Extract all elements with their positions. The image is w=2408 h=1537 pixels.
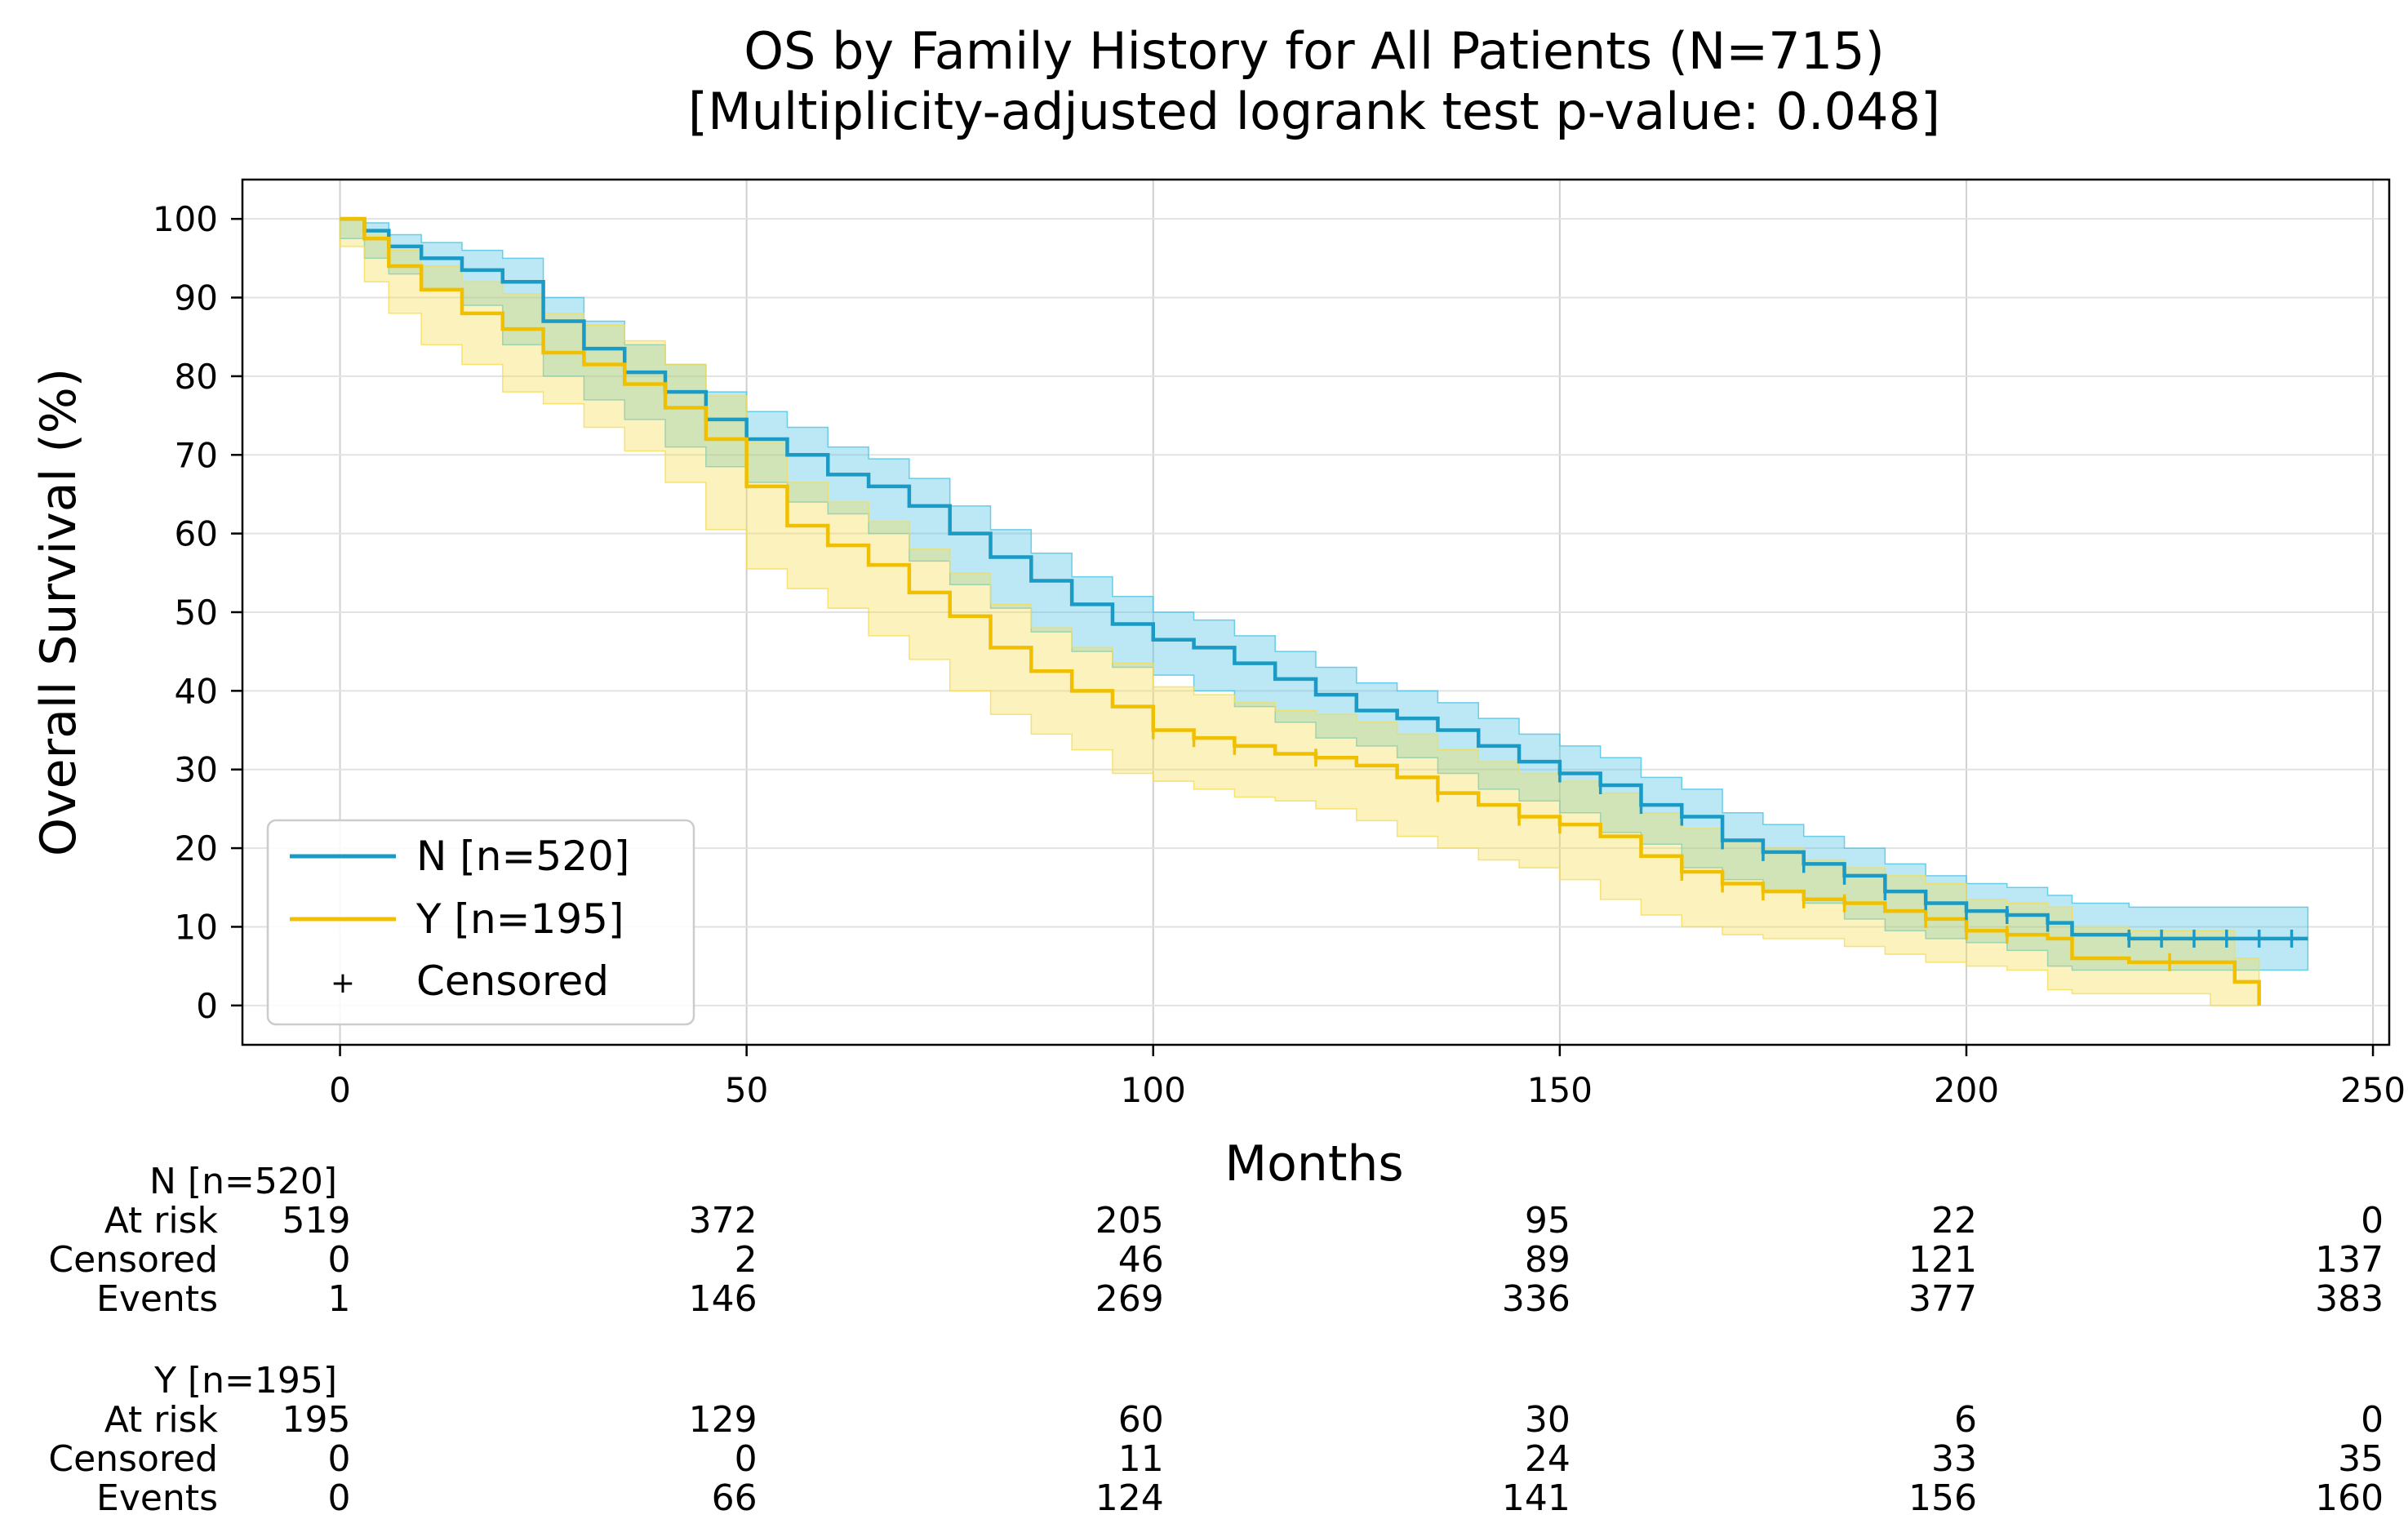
legend-label-n: N [n=520] — [416, 833, 629, 880]
risk-cell: 35 — [2338, 1438, 2384, 1480]
x-tick-label: 100 — [1121, 1070, 1186, 1110]
x-axis-ticks: 0 50 100 150 200 250 — [329, 1045, 2406, 1110]
grid-lines — [242, 180, 2389, 1045]
risk-cell: 121 — [1908, 1239, 1977, 1281]
risk-row-name: Events — [96, 1278, 218, 1320]
risk-cell: 11 — [1118, 1438, 1164, 1480]
x-tick-label: 50 — [725, 1070, 768, 1110]
y-tick-label: 100 — [153, 199, 218, 239]
x-tick-label: 0 — [329, 1070, 351, 1110]
risk-cell: 1 — [328, 1278, 351, 1320]
survival-curve-n — [340, 216, 2308, 941]
risk-cell: 156 — [1908, 1477, 1977, 1519]
risk-cell: 383 — [2315, 1278, 2384, 1320]
ci-band-y — [339, 218, 2260, 1006]
risk-cell: 0 — [2361, 1200, 2384, 1242]
risk-row-name: Censored — [48, 1239, 218, 1281]
risk-cell: 519 — [282, 1200, 351, 1242]
risk-cell: 124 — [1095, 1477, 1164, 1519]
risk-cell: 2 — [735, 1239, 757, 1281]
y-tick-label: 50 — [175, 593, 218, 633]
legend-label-censored: Censored — [416, 957, 609, 1005]
risk-cell: 22 — [1931, 1200, 1977, 1242]
risk-cell: 33 — [1931, 1438, 1977, 1480]
y-tick-label: 90 — [175, 278, 218, 318]
risk-group-label: Y [n=195] — [153, 1360, 337, 1402]
risk-cell: 372 — [689, 1200, 757, 1242]
risk-cell: 269 — [1095, 1278, 1164, 1320]
risk-cell: 6 — [1954, 1399, 1977, 1441]
chart-title: OS by Family History for All Patients (N… — [744, 21, 1885, 81]
x-tick-label: 150 — [1527, 1070, 1593, 1110]
y-tick-label: 80 — [175, 357, 218, 397]
y-tick-label: 20 — [175, 828, 218, 868]
risk-cell: 24 — [1525, 1438, 1571, 1480]
risk-cell: 0 — [328, 1438, 351, 1480]
risk-cell: 195 — [282, 1399, 351, 1441]
confidence-bands — [339, 218, 2309, 1006]
legend-censor-symbol: + — [331, 966, 355, 1000]
risk-row-name: Events — [96, 1477, 218, 1519]
legend-label-y: Y [n=195] — [415, 895, 624, 943]
chart-subtitle: [Multiplicity-adjusted logrank test p-va… — [688, 82, 1940, 141]
y-tick-label: 0 — [196, 986, 218, 1026]
risk-cell: 0 — [328, 1239, 351, 1281]
risk-cell: 60 — [1118, 1399, 1164, 1441]
y-tick-label: 10 — [175, 907, 218, 947]
risk-cell: 66 — [712, 1477, 757, 1519]
risk-cell: 0 — [328, 1477, 351, 1519]
x-axis-label: Months — [1224, 1135, 1403, 1193]
risk-cell: 30 — [1525, 1399, 1571, 1441]
risk-cell: 95 — [1525, 1200, 1571, 1242]
censor-marks — [1152, 721, 2294, 971]
risk-cell: 0 — [2361, 1399, 2384, 1441]
x-tick-label: 200 — [1934, 1070, 1999, 1110]
risk-cell: 205 — [1095, 1200, 1164, 1242]
risk-cell: 377 — [1908, 1278, 1977, 1320]
risk-cell: 141 — [1502, 1477, 1571, 1519]
risk-row-name: At risk — [104, 1399, 219, 1441]
risk-cell: 336 — [1502, 1278, 1571, 1320]
risk-cell: 0 — [735, 1438, 757, 1480]
risk-group-label: N [n=520] — [149, 1161, 337, 1202]
risk-row-name: Censored — [48, 1438, 218, 1480]
risk-cell: 137 — [2315, 1239, 2384, 1281]
risk-cell: 160 — [2315, 1477, 2384, 1519]
y-tick-label: 40 — [175, 671, 218, 711]
y-tick-label: 30 — [175, 750, 218, 790]
y-axis-label: Overall Survival (%) — [30, 368, 87, 856]
legend-box — [266, 819, 695, 1026]
y-tick-label: 60 — [175, 514, 218, 554]
y-axis-ticks: 0 10 20 30 40 50 60 70 80 90 100 — [153, 199, 242, 1026]
legend: N [n=520] Y [n=195] + Censored — [266, 819, 695, 1026]
risk-row-name: At risk — [104, 1200, 219, 1242]
risk-cell: 146 — [689, 1278, 757, 1320]
risk-cell: 46 — [1118, 1239, 1164, 1281]
y-tick-label: 70 — [175, 435, 218, 475]
x-tick-label: 250 — [2340, 1070, 2406, 1110]
risk-cell: 129 — [689, 1399, 757, 1441]
risk-cell: 89 — [1525, 1239, 1571, 1281]
